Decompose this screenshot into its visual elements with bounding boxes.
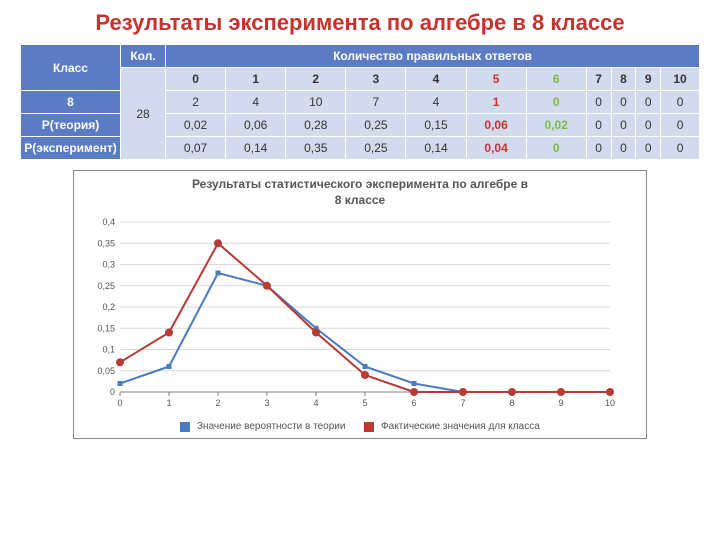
chart-legend: Значение вероятности в теории Фактически… bbox=[80, 421, 640, 432]
th-correct: Количество правильных ответов bbox=[166, 45, 700, 68]
cell-r1-c1: 0,06 bbox=[226, 114, 286, 137]
svg-text:0,1: 0,1 bbox=[102, 345, 115, 355]
cell-r1-c8: 0 bbox=[611, 114, 636, 137]
svg-text:0: 0 bbox=[117, 398, 122, 408]
cell-r1-c9: 0 bbox=[636, 114, 661, 137]
cell-r2-c4: 0,14 bbox=[406, 137, 466, 160]
svg-text:0,3: 0,3 bbox=[102, 260, 115, 270]
row-label-8: 8 bbox=[21, 91, 121, 114]
th-class: Класс bbox=[21, 45, 121, 91]
xhdr-9: 9 bbox=[636, 68, 661, 91]
svg-text:0,2: 0,2 bbox=[102, 302, 115, 312]
cell-r0-c4: 4 bbox=[406, 91, 466, 114]
results-table: Класс Кол. Количество правильных ответов… bbox=[20, 44, 700, 160]
svg-text:0,25: 0,25 bbox=[97, 281, 115, 291]
cell-r0-c2: 10 bbox=[286, 91, 346, 114]
cell-r2-c9: 0 bbox=[636, 137, 661, 160]
cell-r2-c7: 0 bbox=[586, 137, 611, 160]
cell-r0-c5: 1 bbox=[466, 91, 526, 114]
svg-text:4: 4 bbox=[313, 398, 318, 408]
svg-text:3: 3 bbox=[264, 398, 269, 408]
svg-text:0,15: 0,15 bbox=[97, 323, 115, 333]
svg-text:2: 2 bbox=[215, 398, 220, 408]
svg-text:10: 10 bbox=[605, 398, 615, 408]
cell-r2-c3: 0,25 bbox=[346, 137, 406, 160]
legend-theory: Значение вероятности в теории bbox=[180, 421, 345, 432]
svg-text:7: 7 bbox=[460, 398, 465, 408]
cell-r1-c2: 0,28 bbox=[286, 114, 346, 137]
svg-text:8: 8 bbox=[509, 398, 514, 408]
svg-text:0: 0 bbox=[110, 387, 115, 397]
legend-swatch-experiment bbox=[364, 422, 374, 432]
row-label-ptheory: P(теория) bbox=[21, 114, 121, 137]
cell-r2-c6: 0 bbox=[526, 137, 586, 160]
cell-r2-c0: 0,07 bbox=[166, 137, 226, 160]
legend-swatch-theory bbox=[180, 422, 190, 432]
svg-text:6: 6 bbox=[411, 398, 416, 408]
svg-text:5: 5 bbox=[362, 398, 367, 408]
cell-r1-c4: 0,15 bbox=[406, 114, 466, 137]
svg-text:9: 9 bbox=[558, 398, 563, 408]
cell-r1-c10: 0 bbox=[661, 114, 700, 137]
cell-r0-c8: 0 bbox=[611, 91, 636, 114]
th-count: Кол. bbox=[121, 45, 166, 68]
svg-text:0,35: 0,35 bbox=[97, 238, 115, 248]
xhdr-10: 10 bbox=[661, 68, 700, 91]
xhdr-1: 1 bbox=[226, 68, 286, 91]
chart-title: Результаты статистического эксперимента … bbox=[80, 177, 640, 208]
svg-text:0,05: 0,05 bbox=[97, 366, 115, 376]
line-chart: 0 0,05 0,1 0,15 0,2 0,25 0,3 0,35 0,4 0 1 2 3 4 5 6 7 8 9 1… bbox=[80, 212, 620, 412]
chart-container: Результаты статистического эксперимента … bbox=[73, 170, 647, 439]
xhdr-8: 8 bbox=[611, 68, 636, 91]
cell-r0-c6: 0 bbox=[526, 91, 586, 114]
row-label-pexp: P(эксперимент) bbox=[21, 137, 121, 160]
xhdr-2: 2 bbox=[286, 68, 346, 91]
cell-r1-c7: 0 bbox=[586, 114, 611, 137]
xhdr-4: 4 bbox=[406, 68, 466, 91]
svg-text:1: 1 bbox=[166, 398, 171, 408]
xhdr-5: 5 bbox=[466, 68, 526, 91]
xhdr-0: 0 bbox=[166, 68, 226, 91]
xhdr-6: 6 bbox=[526, 68, 586, 91]
cell-r0-c0: 2 bbox=[166, 91, 226, 114]
cell-r1-c6: 0,02 bbox=[526, 114, 586, 137]
cell-r1-c3: 0,25 bbox=[346, 114, 406, 137]
svg-text:0,4: 0,4 bbox=[102, 217, 115, 227]
page-title: Результаты эксперимента по алгебре в 8 к… bbox=[0, 10, 720, 36]
xhdr-3: 3 bbox=[346, 68, 406, 91]
cell-r0-c9: 0 bbox=[636, 91, 661, 114]
cell-r0-c1: 4 bbox=[226, 91, 286, 114]
kol-cell: 28 bbox=[121, 68, 166, 160]
cell-r2-c5: 0,04 bbox=[466, 137, 526, 160]
cell-r1-c5: 0,06 bbox=[466, 114, 526, 137]
cell-r0-c7: 0 bbox=[586, 91, 611, 114]
cell-r0-c3: 7 bbox=[346, 91, 406, 114]
cell-r2-c2: 0,35 bbox=[286, 137, 346, 160]
cell-r1-c0: 0,02 bbox=[166, 114, 226, 137]
legend-experiment: Фактические значения для класса bbox=[364, 421, 540, 432]
xhdr-7: 7 bbox=[586, 68, 611, 91]
cell-r2-c1: 0,14 bbox=[226, 137, 286, 160]
cell-r2-c10: 0 bbox=[661, 137, 700, 160]
cell-r0-c10: 0 bbox=[661, 91, 700, 114]
cell-r2-c8: 0 bbox=[611, 137, 636, 160]
